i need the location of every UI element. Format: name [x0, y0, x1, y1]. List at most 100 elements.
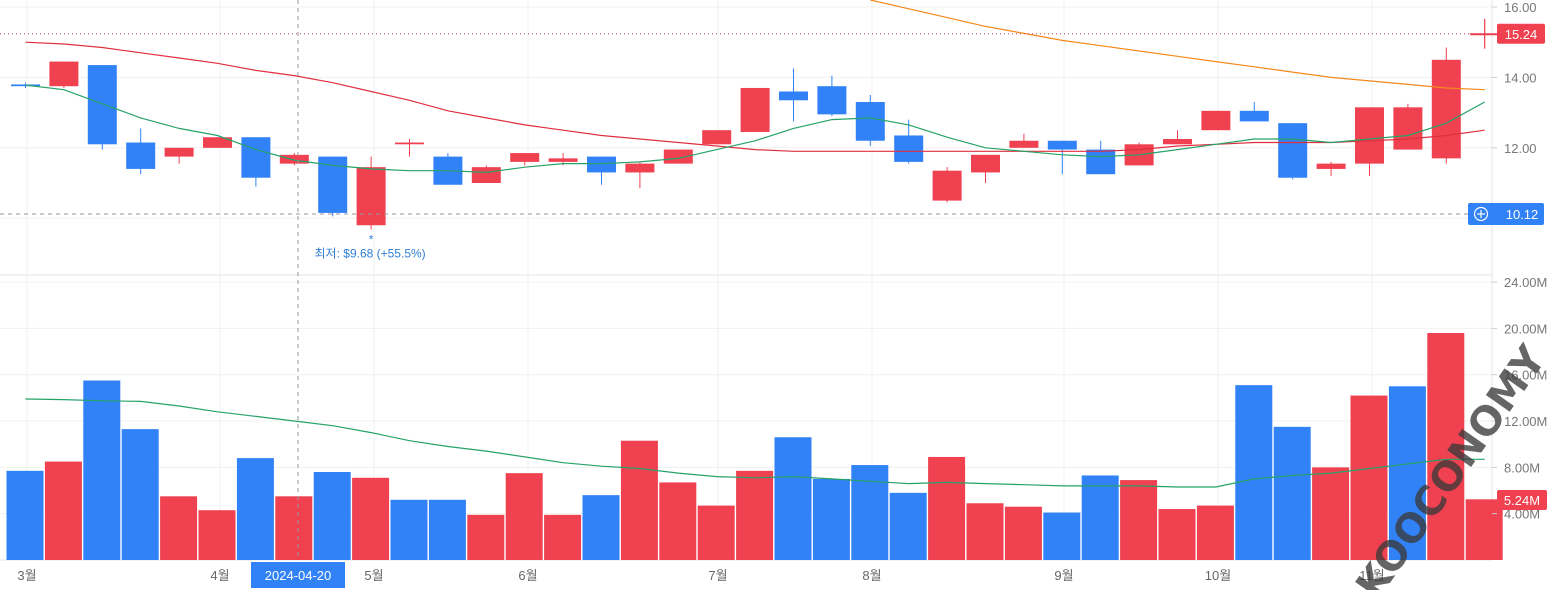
min-marker-icon: * — [369, 232, 374, 246]
volume-bar — [736, 470, 774, 560]
volume-bar — [1388, 386, 1426, 560]
candle-body — [779, 91, 808, 101]
volume-bar — [1312, 467, 1350, 560]
candle-body — [164, 147, 194, 157]
volume-bar — [198, 510, 236, 560]
volume-bar — [1196, 505, 1234, 560]
month-label: 5월 — [364, 568, 383, 583]
candle-body — [49, 61, 79, 87]
candle-body — [1278, 123, 1308, 178]
volume-bar — [851, 465, 889, 560]
candle-body — [817, 86, 847, 115]
volume-bar — [428, 499, 466, 560]
volume-bar — [6, 470, 44, 560]
volume-bar — [659, 482, 697, 560]
volume-tick-label: 4.00M — [1504, 507, 1540, 522]
candle-body — [548, 158, 578, 162]
candle-body — [1239, 110, 1269, 122]
volume-bar — [966, 503, 1004, 560]
candle-body — [126, 142, 156, 169]
volume-bar — [620, 440, 658, 560]
candle-body — [1009, 140, 1039, 148]
volume-bar — [352, 477, 390, 560]
volume-bar — [812, 478, 850, 560]
current-volume-value: 5.24M — [1504, 493, 1540, 508]
volume-bar — [582, 495, 620, 560]
candle-body — [1316, 163, 1346, 169]
short-moving-average-line — [25, 84, 1485, 174]
current-volume-badge: 5.24M — [1497, 490, 1547, 510]
candle-body — [740, 87, 770, 132]
candle-body — [356, 167, 386, 226]
price-tick-label: 12.00 — [1504, 141, 1537, 156]
volume-bar — [313, 471, 351, 560]
month-axis: 3월 4월 5월 6월 7월 8월 9월 10월 11월 — [17, 568, 1384, 583]
candle-body — [625, 163, 655, 173]
volume-moving-average-line — [25, 398, 1485, 488]
volume-bar — [774, 437, 812, 560]
month-label: 8월 — [862, 568, 881, 583]
volume-bar — [160, 496, 198, 560]
volume-bar — [44, 461, 82, 560]
volume-bar — [467, 514, 505, 560]
long-moving-average-line — [870, 0, 1485, 91]
candle-body — [203, 137, 232, 148]
candle-body — [1201, 110, 1231, 131]
candle-body — [1393, 107, 1423, 150]
price-tick-label: 16.00 — [1504, 0, 1537, 15]
crosshair-date-value: 2024-04-20 — [265, 568, 332, 583]
price-tick-label: 14.00 — [1504, 70, 1537, 85]
volume-bar — [544, 514, 582, 560]
volume-bar — [390, 499, 428, 560]
candle-body — [510, 153, 540, 162]
volume-bar — [1120, 480, 1158, 560]
volume-bar — [928, 456, 966, 560]
candle-body — [1086, 149, 1116, 175]
mid-moving-average-line — [25, 41, 1485, 152]
candle-body — [395, 142, 424, 145]
month-label: 11월 — [1359, 568, 1384, 583]
grid-lines — [0, 0, 1492, 560]
volume-bar — [1427, 333, 1465, 560]
month-label: 6월 — [518, 568, 537, 583]
candle-body — [1431, 59, 1461, 159]
volume-bar — [1350, 395, 1388, 560]
volume-bar — [275, 496, 313, 560]
candle-body — [241, 137, 271, 178]
candle-body — [87, 65, 117, 145]
volume-bar — [1043, 512, 1081, 560]
volume-bar — [1235, 385, 1273, 560]
candle-body — [279, 154, 309, 164]
candle-body — [932, 170, 962, 201]
volume-bar — [1158, 509, 1196, 560]
volume-tick-label: 12.00M — [1504, 414, 1547, 429]
candle-body — [702, 130, 732, 145]
current-price-badge: 15.24 — [1497, 23, 1545, 44]
volume-bar — [889, 492, 927, 560]
current-price-value: 15.24 — [1505, 27, 1538, 42]
candle-body — [971, 154, 1000, 173]
candlesticks — [11, 19, 1500, 230]
crosshair-price-badge[interactable]: 10.12 — [1468, 202, 1544, 225]
volume-tick-label: 16.00M — [1504, 368, 1547, 383]
volume-bar — [121, 429, 159, 560]
volume-tick-label: 8.00M — [1504, 460, 1540, 475]
candle-body — [1163, 139, 1192, 145]
candle-body — [587, 156, 616, 173]
candle-body — [663, 149, 693, 164]
volume-bar — [1465, 499, 1503, 560]
volume-axis: 24.00M 20.00M 16.00M 12.00M 8.00M 4.00M — [1492, 275, 1547, 522]
month-label: 3월 — [17, 568, 36, 583]
volume-bar — [505, 473, 543, 560]
crosshair-price-value: 10.12 — [1506, 207, 1539, 222]
min-price-annotation: 최저: $9.68 (+55.5%) — [315, 246, 426, 260]
month-label: 10월 — [1205, 568, 1231, 583]
add-alert-icon[interactable] — [1473, 206, 1489, 222]
candle-body — [1355, 107, 1384, 164]
month-label: 4월 — [210, 568, 229, 583]
month-label: 9월 — [1054, 568, 1073, 583]
volume-bar — [83, 380, 121, 560]
candle-body — [855, 102, 885, 141]
candle-body — [894, 135, 924, 162]
